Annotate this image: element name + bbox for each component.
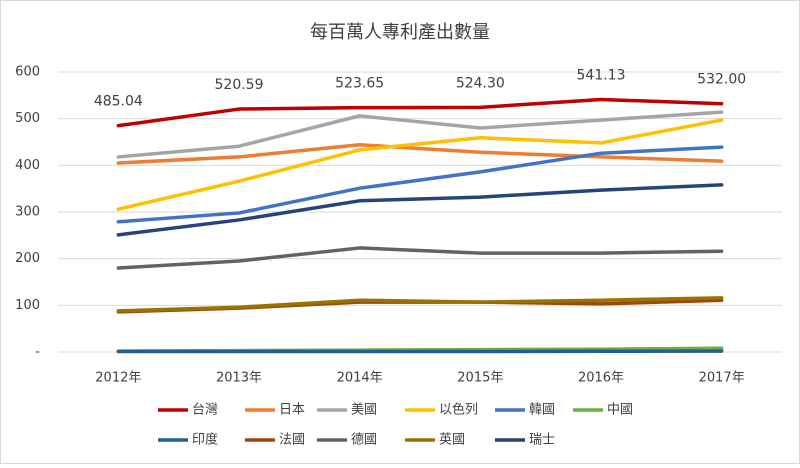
x-tick-label: 2012年 [95, 371, 141, 386]
legend-label: 美國 [351, 403, 377, 418]
legend-label: 日本 [279, 403, 305, 418]
legend-label: 韓國 [529, 403, 555, 418]
legend-label: 瑞士 [529, 433, 555, 448]
data-label: 524.30 [456, 75, 505, 91]
chart-title: 每百萬人專利產出數量 [310, 22, 490, 43]
y-tick-label: 100 [15, 298, 40, 313]
y-tick-label: 400 [15, 158, 40, 173]
y-tick-label: 200 [15, 251, 40, 266]
y-tick-label: 300 [15, 205, 40, 220]
x-tick-label: 2015年 [457, 371, 503, 386]
x-tick-label: 2014年 [337, 371, 383, 386]
legend-label: 中國 [607, 403, 633, 418]
legend-label: 印度 [192, 432, 218, 448]
legend-label: 法國 [279, 433, 305, 448]
data-label: 485.04 [94, 94, 143, 110]
data-label: 532.00 [697, 72, 746, 88]
y-tick-label: 500 [15, 111, 40, 126]
data-label: 523.65 [335, 76, 384, 92]
legend-label: 英國 [439, 433, 465, 448]
legend-label: 德國 [351, 433, 377, 448]
x-tick-label: 2017年 [699, 371, 745, 386]
data-label: 520.59 [215, 77, 264, 93]
data-label: 541.13 [577, 67, 626, 83]
legend-label: 台灣 [192, 403, 218, 418]
x-tick-label: 2016年 [578, 371, 624, 386]
legend-label: 以色列 [439, 402, 478, 418]
y-tick-label: 600 [15, 65, 40, 80]
y-tick-label: - [35, 345, 40, 360]
x-tick-label: 2013年 [216, 371, 262, 386]
